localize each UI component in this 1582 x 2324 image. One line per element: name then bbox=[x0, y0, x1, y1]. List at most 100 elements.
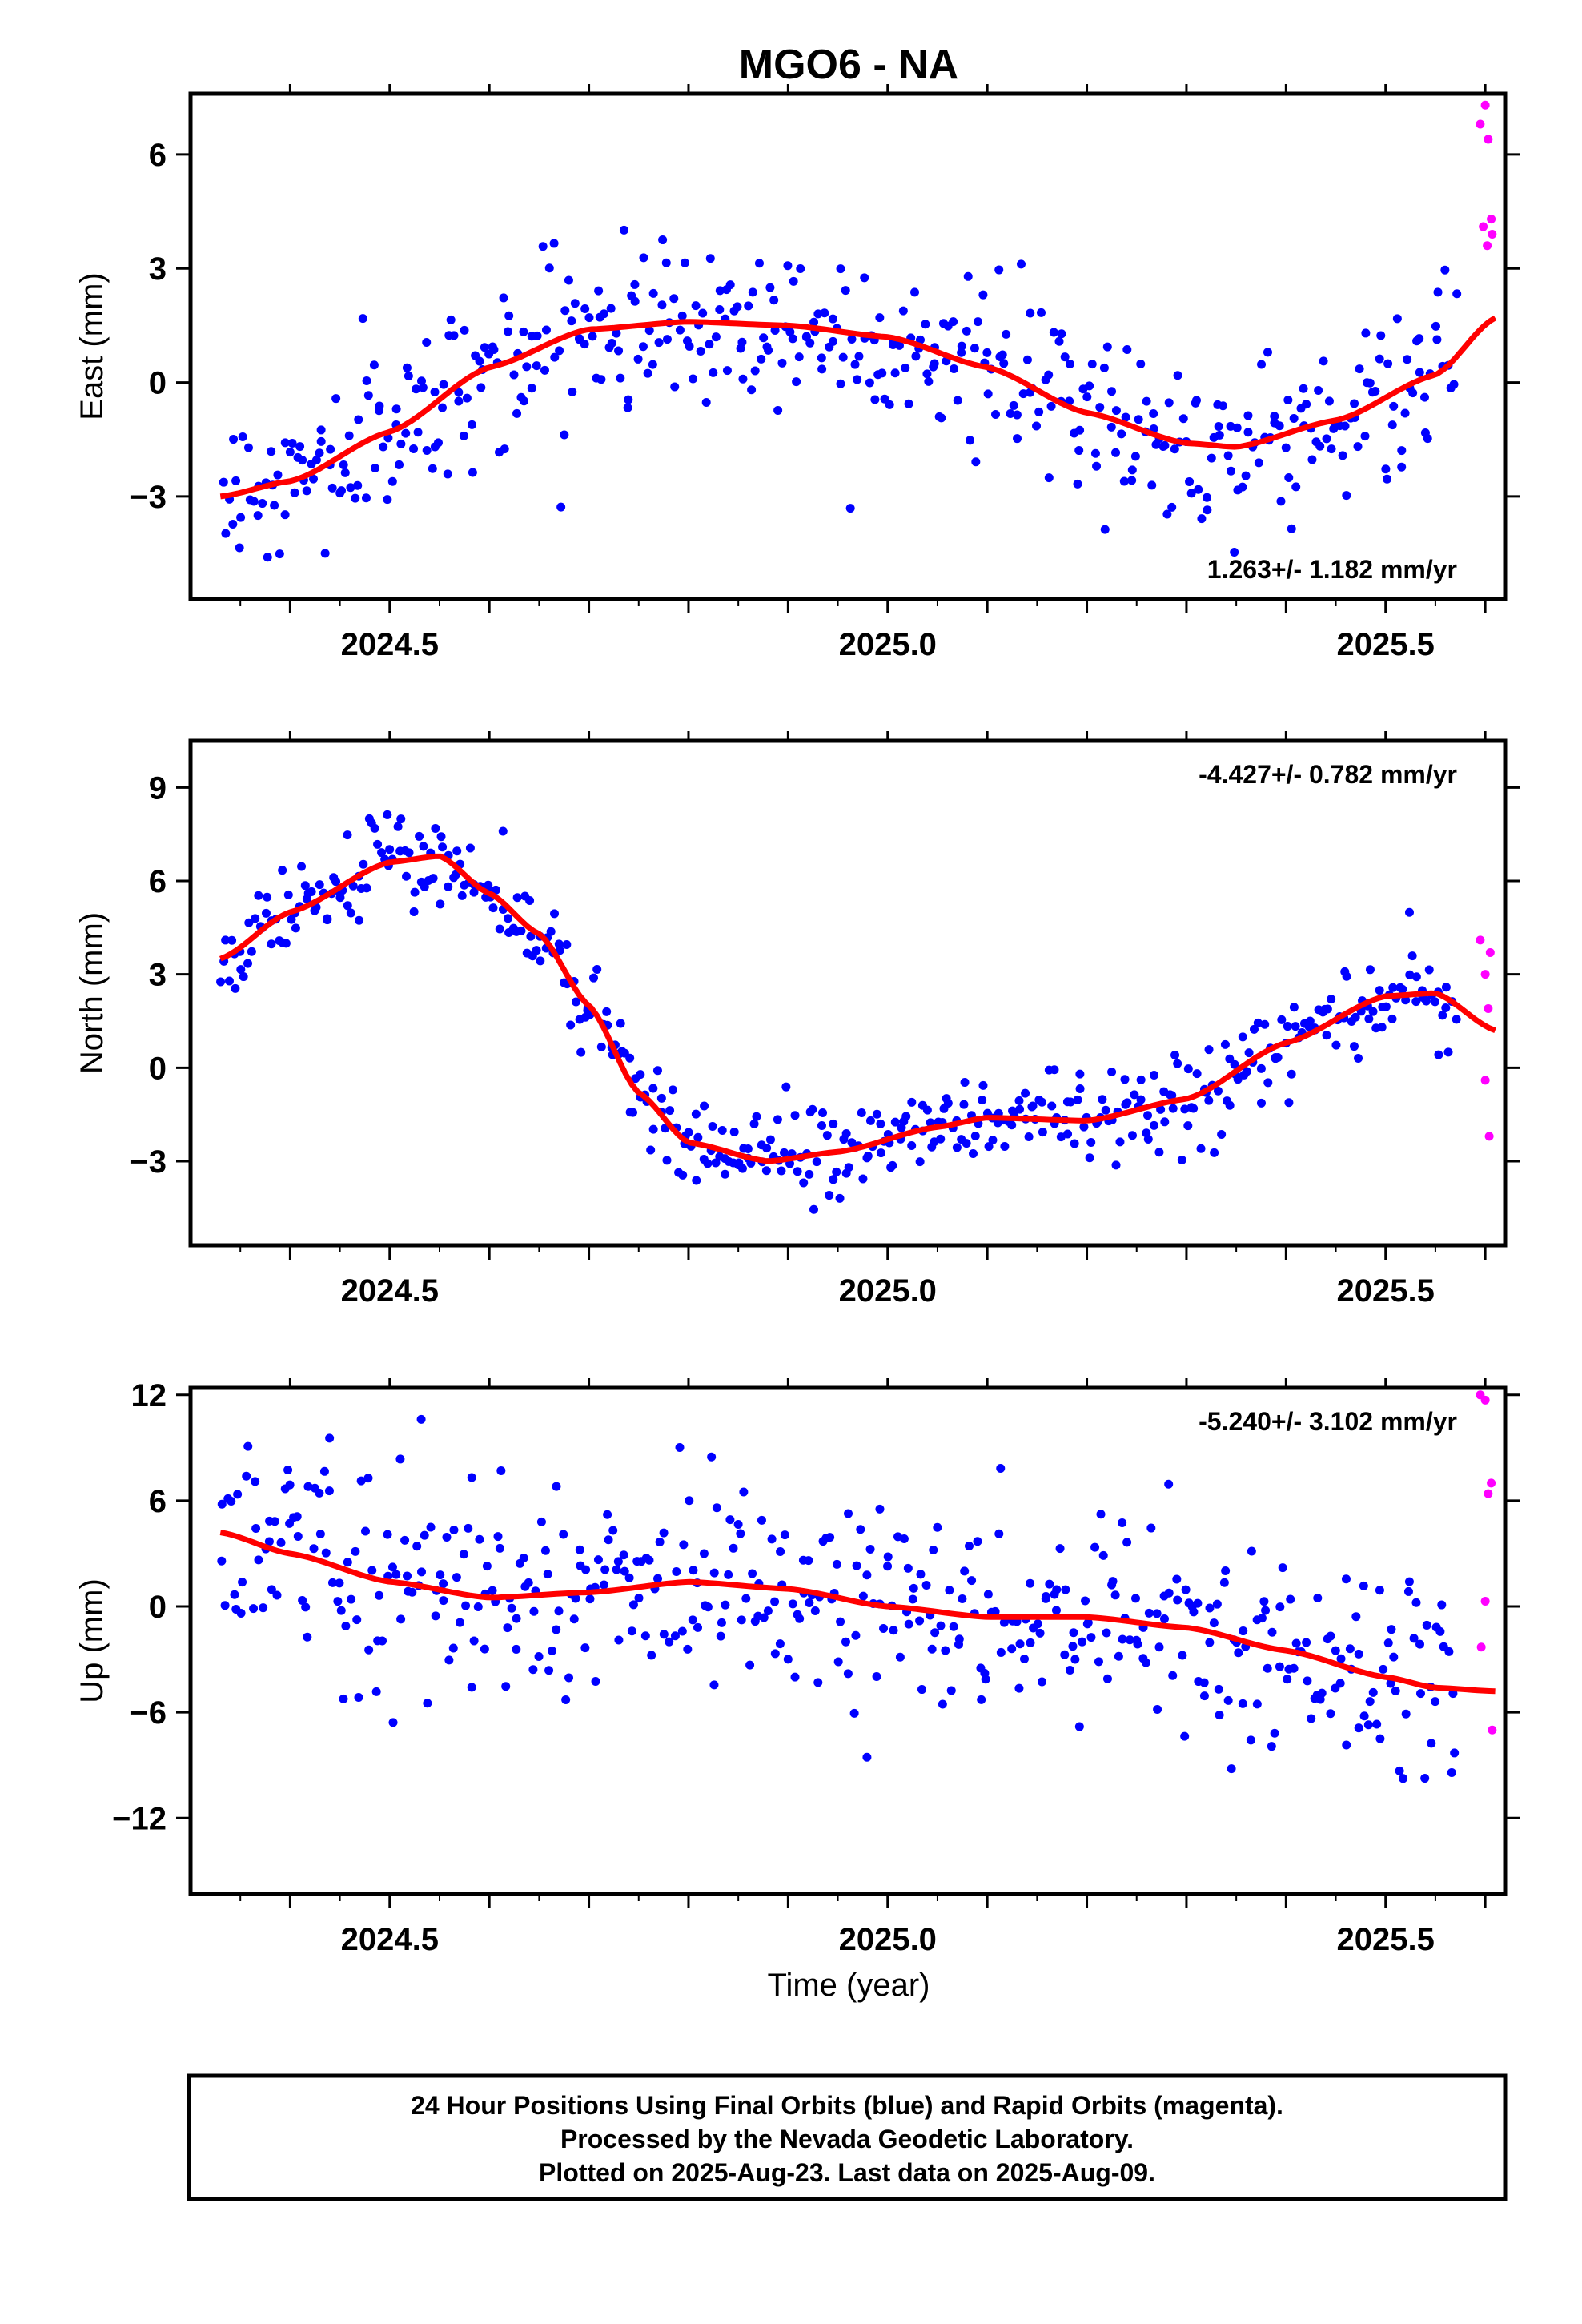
final-orbit-point bbox=[1391, 1686, 1400, 1695]
final-orbit-point bbox=[1223, 451, 1233, 460]
final-orbit-point bbox=[662, 1156, 672, 1165]
final-orbit-point bbox=[285, 1480, 295, 1490]
final-orbit-point bbox=[316, 436, 326, 446]
final-orbit-point bbox=[339, 460, 348, 469]
final-orbit-point bbox=[1397, 446, 1407, 456]
final-orbit-point bbox=[1102, 1628, 1111, 1638]
final-orbit-point bbox=[1447, 1767, 1456, 1777]
final-orbit-point bbox=[378, 1636, 387, 1646]
final-orbit-point bbox=[1127, 465, 1137, 475]
rapid-orbit-point bbox=[1480, 970, 1490, 979]
final-orbit-point bbox=[1267, 1627, 1277, 1637]
final-orbit-point bbox=[888, 1160, 897, 1170]
final-orbit-point bbox=[1389, 1652, 1399, 1662]
final-orbit-point bbox=[762, 1144, 772, 1153]
final-orbit-point bbox=[496, 1466, 506, 1475]
final-orbit-point bbox=[870, 395, 880, 404]
final-orbit-point bbox=[725, 1515, 735, 1525]
final-orbit-point bbox=[729, 1543, 738, 1553]
final-orbit-point bbox=[659, 1630, 669, 1639]
final-orbit-point bbox=[228, 520, 238, 529]
rapid-orbit-point bbox=[1476, 119, 1485, 129]
final-orbit-point bbox=[538, 242, 548, 251]
final-orbit-point bbox=[858, 1591, 868, 1601]
final-orbit-point bbox=[1127, 476, 1137, 485]
final-orbit-point bbox=[949, 364, 958, 373]
final-orbit-point bbox=[267, 939, 276, 949]
final-orbit-point bbox=[836, 1617, 845, 1626]
final-orbit-point bbox=[1012, 410, 1022, 420]
final-orbit-point bbox=[1037, 1097, 1046, 1107]
final-orbit-point bbox=[1096, 1510, 1106, 1519]
final-orbit-point bbox=[953, 396, 962, 405]
final-orbit-point bbox=[1315, 441, 1325, 451]
final-orbit-point bbox=[744, 301, 753, 311]
final-orbit-point bbox=[1122, 344, 1132, 354]
final-orbit-point bbox=[236, 965, 246, 975]
final-orbit-point bbox=[847, 335, 857, 344]
final-orbit-point bbox=[467, 1683, 476, 1692]
final-orbit-point bbox=[1014, 1683, 1024, 1693]
final-orbit-point bbox=[229, 435, 239, 444]
final-orbit-point bbox=[883, 1552, 893, 1562]
final-orbit-point bbox=[391, 1570, 401, 1579]
final-orbit-point bbox=[1408, 388, 1418, 398]
final-orbit-point bbox=[903, 1563, 913, 1573]
final-orbit-point bbox=[1305, 1016, 1315, 1026]
final-orbit-point bbox=[1307, 455, 1317, 464]
final-orbit-point bbox=[544, 1666, 554, 1675]
final-orbit-point bbox=[1016, 259, 1026, 269]
final-orbit-point bbox=[936, 1134, 946, 1144]
final-orbit-point bbox=[1035, 1628, 1045, 1638]
final-orbit-point bbox=[624, 395, 633, 404]
final-orbit-point bbox=[743, 1144, 753, 1153]
final-orbit-point bbox=[860, 273, 869, 283]
final-orbit-point bbox=[705, 254, 715, 263]
final-orbit-point bbox=[326, 444, 335, 454]
final-orbit-point bbox=[691, 301, 701, 311]
final-orbit-point bbox=[1026, 308, 1035, 318]
final-orbit-point bbox=[1205, 1638, 1215, 1647]
final-orbit-point bbox=[385, 845, 395, 854]
final-orbit-point bbox=[757, 354, 766, 364]
final-orbit-point bbox=[402, 871, 412, 881]
final-orbit-point bbox=[1336, 1654, 1346, 1663]
final-orbit-point bbox=[589, 973, 599, 983]
final-orbit-point bbox=[1250, 1024, 1259, 1034]
final-orbit-point bbox=[1167, 1091, 1177, 1100]
final-orbit-point bbox=[524, 1578, 533, 1587]
final-orbit-point bbox=[1160, 1117, 1170, 1127]
final-orbit-point bbox=[945, 1586, 954, 1595]
fit-curve bbox=[219, 315, 1497, 500]
final-orbit-point bbox=[1065, 1666, 1074, 1675]
final-orbit-point bbox=[696, 347, 705, 356]
final-orbit-point bbox=[889, 1626, 898, 1635]
final-orbit-point bbox=[371, 464, 380, 473]
final-orbit-point bbox=[534, 1651, 544, 1661]
final-orbit-point bbox=[340, 468, 350, 477]
final-orbit-point bbox=[356, 1476, 366, 1486]
final-orbit-point bbox=[1415, 1639, 1425, 1649]
final-orbit-point bbox=[352, 1615, 362, 1625]
footer-line-2: Processed by the Nevada Geodetic Laborat… bbox=[560, 2125, 1134, 2153]
final-orbit-point bbox=[689, 374, 698, 384]
final-orbit-point bbox=[1162, 509, 1172, 519]
final-orbit-point bbox=[924, 376, 934, 386]
final-orbit-point bbox=[1261, 1606, 1271, 1615]
final-orbit-point bbox=[324, 1486, 334, 1496]
final-orbit-point bbox=[1372, 1719, 1382, 1729]
final-orbit-point bbox=[251, 1523, 261, 1533]
final-orbit-point bbox=[1270, 1728, 1279, 1738]
final-orbit-point bbox=[1387, 1014, 1397, 1023]
final-orbit-point bbox=[316, 425, 326, 435]
final-orbit-point bbox=[1095, 403, 1105, 412]
final-orbit-point bbox=[420, 1530, 429, 1540]
final-orbit-point bbox=[272, 1590, 282, 1600]
final-orbit-point bbox=[599, 309, 608, 319]
final-orbit-point bbox=[1136, 360, 1146, 369]
x-tick-label: 2025.0 bbox=[839, 1922, 937, 1957]
final-orbit-point bbox=[1118, 1518, 1127, 1527]
final-orbit-point bbox=[1015, 1639, 1025, 1649]
final-orbit-point bbox=[575, 1545, 584, 1554]
final-orbit-point bbox=[1421, 996, 1431, 1006]
